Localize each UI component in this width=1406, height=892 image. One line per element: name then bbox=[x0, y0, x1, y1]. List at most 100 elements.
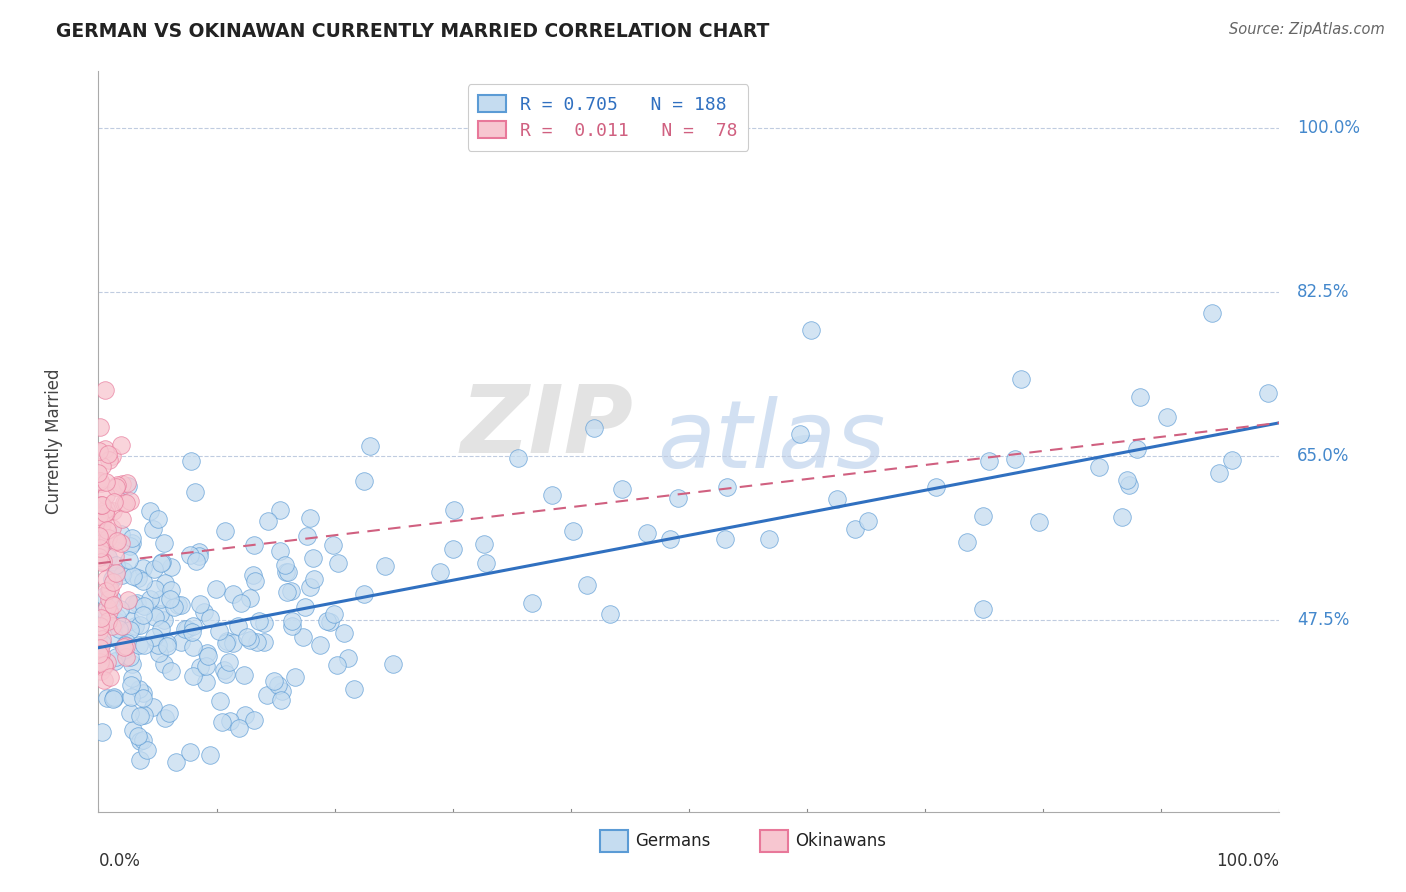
Point bbox=[150, 556, 173, 570]
Point bbox=[104, 549, 127, 563]
Point bbox=[127, 729, 149, 743]
Point bbox=[233, 707, 256, 722]
Point bbox=[256, 688, 278, 702]
Point bbox=[666, 491, 689, 506]
Point bbox=[1028, 515, 1050, 529]
Point bbox=[326, 657, 349, 672]
Point bbox=[156, 639, 179, 653]
Point bbox=[159, 591, 181, 606]
Point bbox=[117, 478, 139, 492]
Point bbox=[157, 706, 180, 720]
Point bbox=[1004, 452, 1026, 467]
Point bbox=[89, 618, 111, 632]
Point bbox=[160, 582, 183, 597]
Point bbox=[118, 650, 141, 665]
Point bbox=[121, 657, 143, 671]
Point bbox=[94, 488, 117, 502]
Point bbox=[1220, 452, 1243, 467]
Point bbox=[299, 511, 322, 525]
Point bbox=[143, 582, 166, 596]
Point bbox=[343, 681, 366, 696]
Point bbox=[142, 700, 165, 714]
Point bbox=[179, 548, 201, 562]
Point bbox=[120, 678, 142, 692]
Point bbox=[146, 638, 169, 652]
Point bbox=[153, 711, 176, 725]
Point bbox=[104, 534, 127, 549]
Point bbox=[121, 532, 143, 546]
Point bbox=[382, 657, 405, 671]
Point bbox=[110, 535, 132, 549]
Point bbox=[90, 459, 112, 474]
Point bbox=[1010, 372, 1032, 386]
Point bbox=[637, 525, 659, 540]
Point bbox=[263, 674, 285, 689]
Point bbox=[103, 691, 125, 706]
Point bbox=[96, 655, 118, 669]
Point bbox=[90, 611, 112, 625]
Point bbox=[104, 631, 127, 645]
Point bbox=[181, 625, 204, 640]
Point bbox=[90, 524, 112, 539]
Point bbox=[1111, 510, 1133, 524]
Point bbox=[118, 553, 141, 567]
Point bbox=[197, 648, 219, 663]
Point bbox=[326, 557, 349, 571]
Point bbox=[222, 587, 245, 601]
Point bbox=[188, 659, 211, 673]
Point bbox=[127, 571, 149, 585]
Text: Currently Married: Currently Married bbox=[45, 368, 62, 515]
Legend: R = 0.705   N = 188, R =  0.011   N =  78: R = 0.705 N = 188, R = 0.011 N = 78 bbox=[468, 84, 748, 151]
Bar bbox=[761, 830, 787, 852]
Point bbox=[118, 706, 141, 721]
Point bbox=[87, 444, 110, 458]
Point bbox=[90, 536, 112, 550]
Point bbox=[120, 690, 142, 704]
Point bbox=[148, 646, 170, 660]
Point bbox=[789, 427, 811, 442]
Point bbox=[291, 630, 314, 644]
Point bbox=[333, 626, 356, 640]
Point bbox=[89, 640, 111, 655]
Point bbox=[115, 636, 138, 650]
Point bbox=[800, 323, 823, 337]
Point bbox=[195, 675, 218, 690]
Point bbox=[96, 524, 118, 538]
Text: 100.0%: 100.0% bbox=[1298, 119, 1360, 136]
Point bbox=[150, 555, 173, 569]
Point bbox=[98, 582, 121, 597]
Text: 47.5%: 47.5% bbox=[1298, 611, 1350, 629]
Point bbox=[212, 663, 235, 677]
Point bbox=[239, 632, 262, 647]
Bar bbox=[600, 830, 628, 852]
Point bbox=[110, 438, 132, 452]
Point bbox=[117, 592, 139, 607]
Point bbox=[90, 724, 112, 739]
Point bbox=[247, 615, 270, 629]
Point bbox=[269, 544, 291, 558]
Point bbox=[90, 555, 112, 569]
Point bbox=[308, 638, 330, 652]
Point bbox=[844, 523, 866, 537]
Point bbox=[124, 619, 146, 633]
Point bbox=[218, 714, 240, 728]
Point bbox=[108, 602, 131, 616]
Point bbox=[132, 708, 155, 723]
Point bbox=[131, 691, 153, 706]
Point bbox=[103, 504, 125, 518]
Point bbox=[193, 605, 215, 619]
Text: Germans: Germans bbox=[636, 832, 710, 850]
Point bbox=[142, 522, 165, 536]
Point bbox=[658, 532, 681, 546]
Point bbox=[91, 554, 114, 568]
Point bbox=[122, 598, 145, 612]
Point bbox=[183, 668, 205, 682]
Point bbox=[93, 673, 115, 687]
Point bbox=[198, 610, 221, 624]
Point bbox=[112, 643, 135, 657]
Point bbox=[253, 615, 276, 630]
Point bbox=[87, 541, 110, 556]
Point bbox=[188, 549, 211, 563]
Point bbox=[257, 515, 280, 529]
Point bbox=[132, 733, 155, 747]
